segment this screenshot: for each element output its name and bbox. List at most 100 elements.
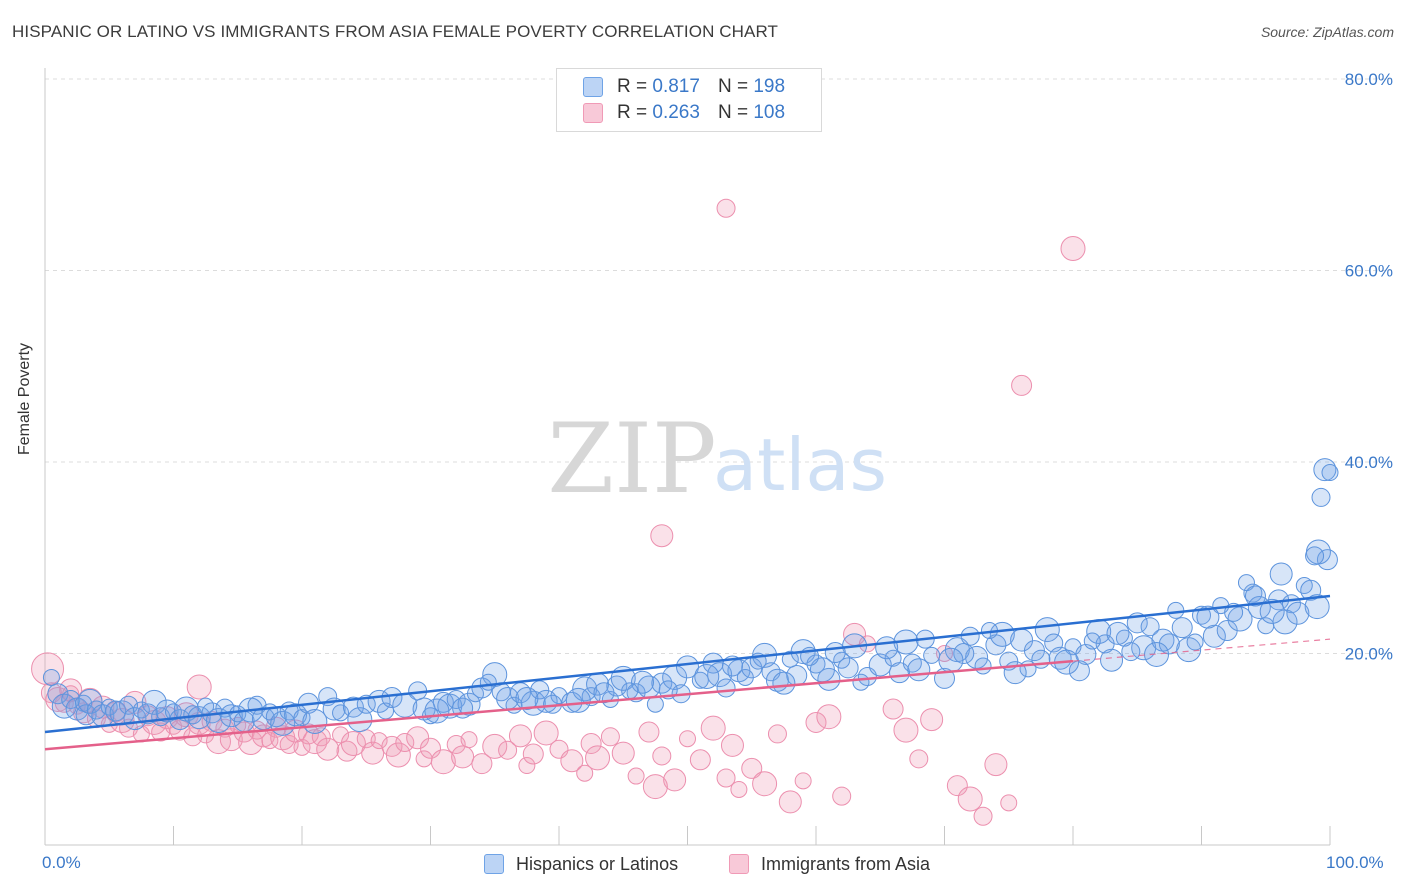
watermark-zip: ZIP [547,403,716,515]
data-point-hispanic [938,647,964,673]
legend-row-hispanics: R = 0.817 N = 198 [583,74,785,100]
legend-r-label: R = [617,76,648,97]
correlation-legend: R = 0.817 N = 198 R = 0.263 N = 108 [556,68,822,132]
data-point-hispanic [806,654,826,674]
data-point-hispanic [1034,617,1060,643]
data-point-hispanic [42,668,60,686]
trend-line-hispanics [44,594,1331,734]
watermark-atlas: atlas [713,423,887,507]
data-point-hispanic [974,657,992,675]
data-point-hispanic [332,704,350,722]
data-point-asia [984,753,1008,777]
legend-r-value: 0.263 [652,102,700,123]
source-label: Source: ZipAtlas.com [1260,24,1394,40]
data-point-hispanic [1311,487,1331,507]
data-point-asia [385,742,411,768]
data-point-asia [471,753,493,775]
data-point-hispanic [565,687,591,713]
data-point-asia [560,749,584,773]
data-point-hispanic [1305,546,1325,566]
data-point-asia [518,757,536,775]
data-point-hispanic [837,657,859,679]
legend-item-asia: Immigrants from Asia [729,852,930,876]
data-point-asia [430,749,456,775]
x-tick-min: 0.0% [42,853,81,872]
data-point-hispanic [141,689,167,715]
data-point-hispanic [691,671,709,689]
data-point-asia [816,704,842,730]
data-point-hispanic [1202,624,1226,648]
data-point-asia [642,774,668,800]
data-point-hispanic [1140,617,1160,637]
data-point-asia [832,786,852,806]
data-point-asia [361,741,385,765]
data-point-asia [1011,374,1033,396]
watermark: ZIP atlas [547,403,887,515]
data-point-hispanic [1259,598,1285,624]
data-point-hispanic [852,673,870,691]
x-tick-max: 100.0% [1326,853,1384,872]
data-point-hispanic [1321,464,1339,482]
y-axis-label: Female Poverty [16,342,33,455]
axes [44,68,1331,846]
data-point-asia [451,745,475,769]
data-point-asia [460,731,478,749]
legend-label-hispanics: Hispanics or Latinos [516,853,679,874]
data-point-asia [909,749,929,769]
data-point-asia [611,741,635,765]
data-point-asia [716,768,736,788]
data-point-hispanic [1083,632,1101,650]
data-point-hispanic [515,687,539,711]
legend-row-asia: R = 0.263 N = 108 [583,100,785,126]
legend-n-value: 198 [753,76,786,97]
data-point-hispanic [47,683,69,705]
trend-line-asia [44,659,1074,751]
data-point-asia [498,740,518,760]
y-tick-labels: 20.0% 40.0% 60.0% 80.0% [1345,70,1393,664]
data-point-asia [123,690,147,714]
trend-extension-asia [1072,638,1331,662]
data-point-hispanic [621,682,639,700]
data-point-asia [627,767,645,785]
data-point-asia [1060,235,1086,261]
data-point-hispanic [1144,641,1170,667]
legend-item-hispanics: Hispanics or Latinos [484,852,678,876]
data-point-asia [482,733,508,759]
data-point-asia [585,745,611,771]
data-point-asia [716,198,736,218]
legend-r-value: 0.817 [652,76,700,97]
y-tick-label: 80.0% [1345,70,1393,89]
data-point-asia [700,715,726,741]
data-point-asia [920,708,944,732]
data-point-hispanic [960,626,980,646]
data-point-hispanic [1186,633,1204,651]
data-point-hispanic [1171,617,1193,639]
legend-swatch-pink [729,854,749,874]
legend-swatch-blue [484,854,504,874]
data-point-asia [370,732,388,750]
data-point-hispanic [424,698,450,724]
data-point-asia [522,743,544,765]
data-point-hispanic [322,697,346,721]
data-point-asia [741,757,763,779]
data-point-asia [679,730,696,748]
data-point-hispanic [1115,629,1133,647]
data-point-hispanic [593,682,615,704]
legend-label-asia: Immigrants from Asia [761,853,931,874]
data-point-hispanic [1100,648,1124,672]
data-point-asia [576,764,594,782]
data-point-hispanic [1300,579,1322,601]
data-point-hispanic [707,662,733,688]
data-point-hispanic [1158,633,1180,655]
data-point-hispanic [1304,594,1330,620]
data-point-asia [957,786,983,812]
data-point-hispanic [1167,601,1185,619]
trend-lines [44,594,1331,751]
data-point-asia [316,737,340,761]
data-point-asia [638,721,660,743]
data-point-hispanic [694,663,720,689]
data-point-asia [302,729,328,755]
data-point-hispanic [1286,601,1310,625]
grid [45,78,1392,654]
